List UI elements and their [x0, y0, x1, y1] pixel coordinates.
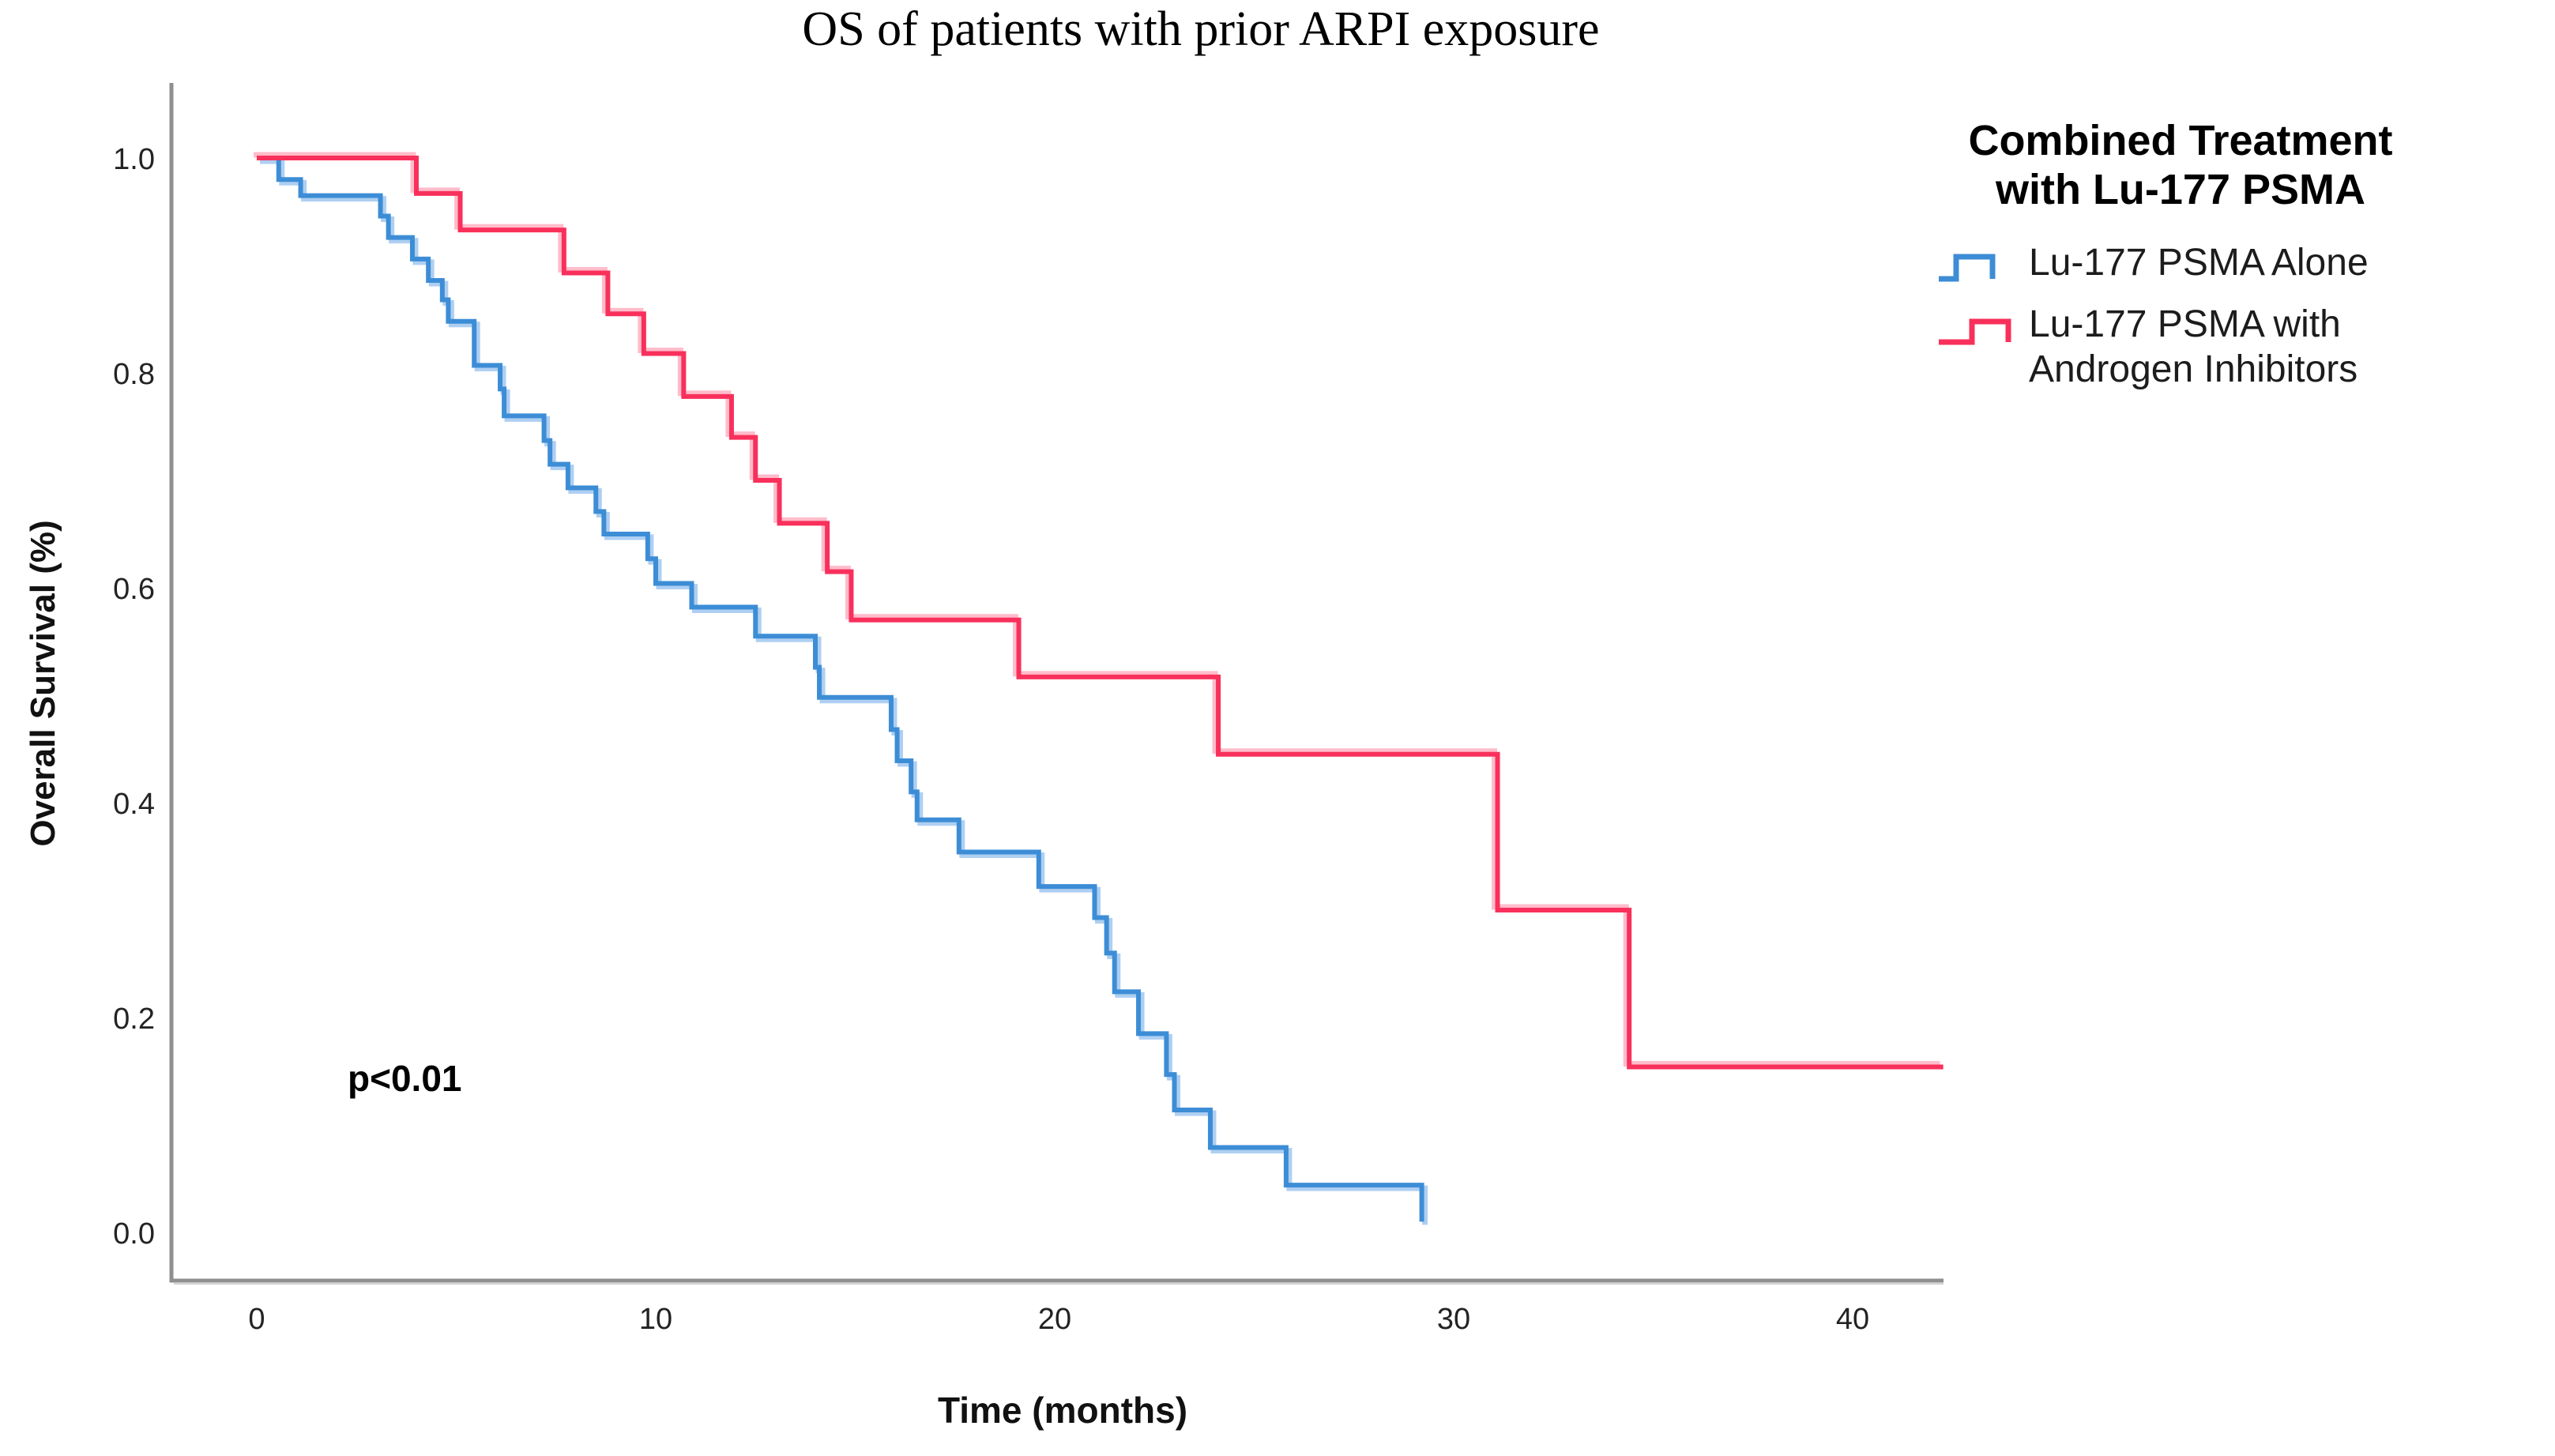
legend-label-psma-androgen: Lu-177 PSMA with Androgen Inhibitors	[2029, 303, 2358, 390]
legend: Combined Treatment with Lu-177 PSMA Lu-17…	[1936, 117, 2473, 403]
y-tick-label: 0.8	[113, 358, 155, 391]
x-axis-title: Time (months)	[937, 1390, 1188, 1431]
y-tick-label: 0.6	[113, 573, 155, 606]
legend-label-psma-alone: Lu-177 PSMA Alone	[2029, 242, 2369, 284]
km-curve-red	[257, 156, 1944, 1070]
p-value-annotation: p<0.01	[348, 1058, 462, 1099]
legend-entries: Lu-177 PSMA Alone Lu-177 PSMA with Andro…	[1936, 241, 2473, 392]
y-tick-label: 0.2	[113, 1003, 155, 1036]
x-tick-label: 20	[1038, 1303, 1071, 1336]
km-curve-halo-blue	[260, 158, 1428, 1225]
km-step-glyph-blue-icon	[1939, 254, 1996, 282]
x-tick-label: 30	[1437, 1303, 1470, 1336]
y-tick-label: 0.4	[113, 788, 155, 821]
km-step-glyph-red-icon	[1939, 318, 2011, 345]
x-tick-label: 0	[248, 1303, 265, 1336]
y-tick-label: 0.0	[113, 1217, 155, 1251]
legend-title: Combined Treatment with Lu-177 PSMA	[1968, 117, 2393, 213]
y-tick-label: 1.0	[113, 143, 155, 176]
x-tick-label: 10	[639, 1303, 672, 1336]
km-curve-halo-red	[254, 152, 1940, 1067]
x-tick-label: 40	[1836, 1303, 1869, 1336]
y-axis-title: Overall Survival (%)	[24, 520, 62, 847]
legend-entry-psma-androgen: Lu-177 PSMA with Androgen Inhibitors	[1936, 303, 2473, 392]
km-curve-blue	[257, 156, 1424, 1222]
chart-title: OS of patients with prior ARPI exposure	[802, 2, 1600, 56]
legend-entry-psma-alone: Lu-177 PSMA Alone	[1936, 241, 2473, 292]
